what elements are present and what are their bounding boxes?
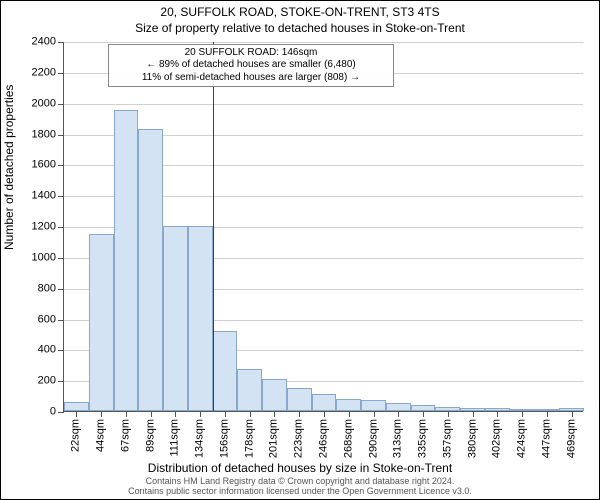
x-tick xyxy=(572,411,573,417)
histogram-bar xyxy=(138,129,163,411)
x-tick xyxy=(225,411,226,417)
y-tick-label: 2200 xyxy=(16,67,56,78)
x-tick xyxy=(473,411,474,417)
y-tick xyxy=(58,320,64,321)
y-tick-label: 2400 xyxy=(16,37,56,48)
x-tick xyxy=(299,411,300,417)
x-tick xyxy=(324,411,325,417)
x-tick xyxy=(349,411,350,417)
y-tick-label: 800 xyxy=(16,283,56,294)
x-tick-label: 111sqm xyxy=(170,419,181,457)
y-tick-label: 1000 xyxy=(16,252,56,263)
histogram-bar xyxy=(163,226,188,411)
chart-title-sub: Size of property relative to detached ho… xyxy=(1,21,599,35)
x-tick-label: 67sqm xyxy=(120,419,131,452)
reference-line xyxy=(213,42,214,411)
histogram-bar xyxy=(287,388,312,411)
y-tick xyxy=(58,196,64,197)
y-tick-label: 1200 xyxy=(16,222,56,233)
y-tick xyxy=(58,73,64,74)
histogram-bar xyxy=(213,331,238,411)
y-tick xyxy=(58,227,64,228)
gridline xyxy=(64,42,583,43)
x-tick xyxy=(101,411,102,417)
annotation-box: 20 SUFFOLK ROAD: 146sqm ← 89% of detache… xyxy=(108,44,394,88)
histogram-bar xyxy=(64,402,89,411)
histogram-bar xyxy=(114,110,139,411)
y-tick-label: 1400 xyxy=(16,191,56,202)
y-tick xyxy=(58,258,64,259)
x-tick xyxy=(547,411,548,417)
x-tick-label: 134sqm xyxy=(195,419,206,458)
x-tick xyxy=(423,411,424,417)
y-tick xyxy=(58,412,64,413)
x-tick-label: 22sqm xyxy=(71,419,82,452)
x-tick-label: 290sqm xyxy=(368,419,379,458)
x-axis-title: Distribution of detached houses by size … xyxy=(1,461,599,475)
x-tick-label: 447sqm xyxy=(541,419,552,458)
y-tick-label: 0 xyxy=(16,407,56,418)
y-axis-title: Number of detached properties xyxy=(2,85,16,250)
x-tick-label: 380sqm xyxy=(467,419,478,458)
x-tick xyxy=(200,411,201,417)
histogram-bar xyxy=(262,379,287,411)
histogram-bar xyxy=(361,400,386,411)
x-tick xyxy=(151,411,152,417)
x-tick-label: 44sqm xyxy=(96,419,107,452)
x-tick-label: 246sqm xyxy=(319,419,330,458)
y-tick xyxy=(58,289,64,290)
footer: Contains HM Land Registry data © Crown c… xyxy=(1,477,599,497)
histogram-bar xyxy=(237,369,262,411)
footer-line: Contains public sector information licen… xyxy=(1,487,599,497)
x-tick-label: 89sqm xyxy=(145,419,156,452)
x-tick-label: 357sqm xyxy=(442,419,453,458)
y-tick xyxy=(58,104,64,105)
x-tick xyxy=(448,411,449,417)
x-tick-label: 156sqm xyxy=(219,419,230,458)
x-tick xyxy=(274,411,275,417)
y-tick-label: 600 xyxy=(16,314,56,325)
y-tick-label: 400 xyxy=(16,345,56,356)
y-tick xyxy=(58,42,64,43)
y-tick xyxy=(58,135,64,136)
x-tick xyxy=(398,411,399,417)
x-tick-label: 178sqm xyxy=(244,419,255,458)
gridline xyxy=(64,104,583,105)
x-tick-label: 424sqm xyxy=(517,419,528,458)
y-tick-label: 2000 xyxy=(16,98,56,109)
chart-container: 20, SUFFOLK ROAD, STOKE-ON-TRENT, ST3 4T… xyxy=(0,0,600,500)
histogram-bar xyxy=(188,226,213,411)
x-tick xyxy=(250,411,251,417)
histogram-bar xyxy=(336,399,361,411)
x-tick-label: 313sqm xyxy=(393,419,404,458)
plot-area: 0200400600800100012001400160018002000220… xyxy=(63,42,583,412)
histogram-bar xyxy=(89,234,114,411)
x-tick-label: 268sqm xyxy=(343,419,354,458)
x-tick xyxy=(374,411,375,417)
annotation-line: ← 89% of detached houses are smaller (6,… xyxy=(113,59,389,72)
x-tick-label: 402sqm xyxy=(492,419,503,458)
x-tick-label: 469sqm xyxy=(566,419,577,458)
y-tick xyxy=(58,350,64,351)
histogram-bar xyxy=(312,394,337,411)
x-tick xyxy=(497,411,498,417)
y-tick-label: 1600 xyxy=(16,160,56,171)
x-tick xyxy=(126,411,127,417)
x-tick xyxy=(522,411,523,417)
y-tick-label: 1800 xyxy=(16,129,56,140)
x-tick xyxy=(175,411,176,417)
x-tick xyxy=(76,411,77,417)
x-tick-label: 223sqm xyxy=(294,419,305,458)
annotation-line: 20 SUFFOLK ROAD: 146sqm xyxy=(113,47,389,60)
y-tick xyxy=(58,165,64,166)
y-tick-label: 200 xyxy=(16,376,56,387)
annotation-line: 11% of semi-detached houses are larger (… xyxy=(113,72,389,85)
chart-title-main: 20, SUFFOLK ROAD, STOKE-ON-TRENT, ST3 4T… xyxy=(1,5,599,19)
x-tick-label: 335sqm xyxy=(418,419,429,458)
y-tick xyxy=(58,381,64,382)
x-tick-label: 201sqm xyxy=(269,419,280,458)
histogram-bar xyxy=(386,403,411,411)
